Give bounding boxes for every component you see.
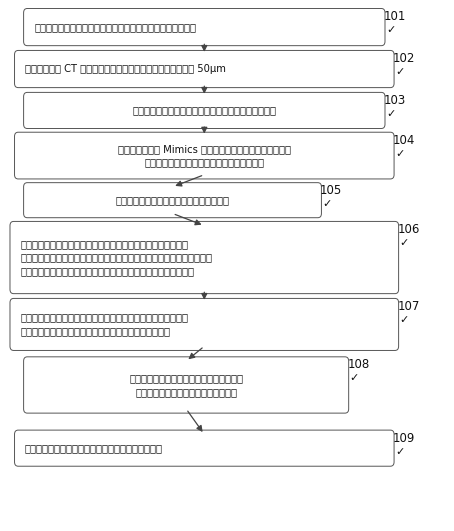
- Text: ✓: ✓: [322, 199, 332, 209]
- Text: ✓: ✓: [395, 67, 405, 77]
- FancyBboxPatch shape: [15, 132, 394, 179]
- Text: 依据腭裂牙槽骨颌弓数字化模型制作牙槽骨
塑形各阶段矫治器固位柱数字化模型；: 依据腭裂牙槽骨颌弓数字化模型制作牙槽骨 塑形各阶段矫治器固位柱数字化模型；: [129, 373, 243, 397]
- FancyBboxPatch shape: [10, 221, 399, 294]
- Text: 将所有数据导入 Mimics 医学影像控制系统；通过阈值设定
在矢状面、水平面及冠状面修整去除多余部分: 将所有数据导入 Mimics 医学影像控制系统；通过阈值设定 在矢状面、水平面及…: [118, 144, 291, 167]
- FancyBboxPatch shape: [24, 92, 385, 129]
- Text: 103: 103: [384, 94, 406, 107]
- FancyBboxPatch shape: [24, 357, 349, 413]
- Text: 依据模拟演示获得矫治过程中各阶段的腭裂牙槽骨颌弓数字化模
型，分别设计出不同阶段的牙槽骨塑形矫治器基托模型；: 依据模拟演示获得矫治过程中各阶段的腭裂牙槽骨颌弓数字化模 型，分别设计出不同阶段…: [20, 313, 188, 336]
- Text: 106: 106: [397, 223, 419, 236]
- FancyBboxPatch shape: [24, 8, 385, 46]
- Text: 三维重建出腭裂牙槽骨颌弓数字化实体模型: 三维重建出腭裂牙槽骨颌弓数字化实体模型: [115, 195, 230, 205]
- Text: ✓: ✓: [386, 109, 395, 119]
- FancyBboxPatch shape: [10, 298, 399, 350]
- Text: ✓: ✓: [395, 149, 405, 159]
- Text: 102: 102: [393, 52, 415, 65]
- FancyBboxPatch shape: [24, 183, 321, 218]
- FancyBboxPatch shape: [15, 430, 394, 466]
- Text: 然后利用显微 CT 系统对石膏模型进行分层扫描，扫描层厚为 50μm: 然后利用显微 CT 系统对石膏模型进行分层扫描，扫描层厚为 50μm: [25, 64, 226, 74]
- Text: 应用牙科印模技术制取单侧腭裂患者腭裂牙槽骨颌弓石膏模型: 应用牙科印模技术制取单侧腭裂患者腭裂牙槽骨颌弓石膏模型: [34, 22, 196, 32]
- Text: 105: 105: [320, 184, 342, 197]
- FancyBboxPatch shape: [15, 50, 394, 88]
- Text: ✓: ✓: [386, 25, 395, 35]
- Text: 104: 104: [393, 134, 415, 147]
- Text: 109: 109: [393, 432, 415, 444]
- Text: 101: 101: [384, 10, 406, 23]
- Text: 通过逆行工程软件将上颌颌弓实体模型的腭裂牙槽骨骨段由畸形
状态模拟移动至接近正常上颌颌弓形态，并将这一塑形变化过程进行分步
模拟演示，获得矫治过程中各阶段的腭裂: 通过逆行工程软件将上颌颌弓实体模型的腭裂牙槽骨骨段由畸形 状态模拟移动至接近正常…: [20, 239, 212, 276]
- Text: 利用快速成形技术自动加工出牙槽骨塑形矫治器原型: 利用快速成形技术自动加工出牙槽骨塑形矫治器原型: [25, 443, 163, 453]
- Text: ✓: ✓: [395, 447, 405, 457]
- Text: ✓: ✓: [400, 315, 409, 325]
- Text: ✓: ✓: [400, 238, 409, 248]
- Text: ✓: ✓: [350, 373, 359, 383]
- Text: 获得腭裂牙槽骨颌弓石膏模型的全部断层图像原始数据: 获得腭裂牙槽骨颌弓石膏模型的全部断层图像原始数据: [132, 106, 276, 115]
- Text: 108: 108: [347, 358, 370, 371]
- Text: 107: 107: [397, 300, 419, 313]
